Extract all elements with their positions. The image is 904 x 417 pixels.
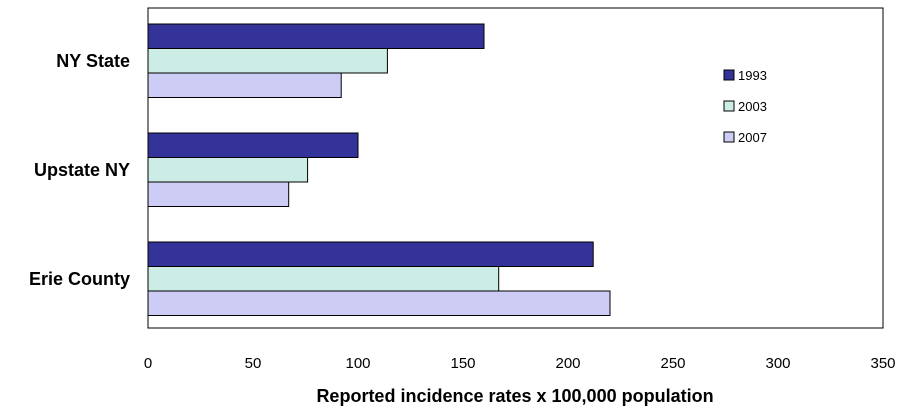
bar-erie-county-2003: [147, 266, 500, 292]
x-axis-title: Reported incidence rates x 100,000 popul…: [316, 386, 713, 406]
bar-erie-county-2007: [147, 290, 611, 316]
x-tick-label-50: 50: [245, 355, 262, 372]
legend-swatch-2007: [723, 131, 735, 143]
category-label-upstate-ny: Upstate NY: [34, 160, 130, 180]
legend-label-1993: 1993: [738, 68, 767, 83]
legend-label-2003: 2003: [738, 99, 767, 114]
category-labels: NY State Upstate NY Erie County: [29, 51, 130, 289]
legend-swatch-2003: [723, 100, 735, 112]
legend: 1993 2003 2007: [723, 68, 767, 145]
bar-ny-state-2003: [147, 48, 388, 74]
bar-ny-state-1993: [147, 23, 485, 49]
x-tick-label-0: 0: [144, 355, 152, 372]
x-tick-label-100: 100: [345, 355, 370, 372]
legend-swatch-1993: [723, 69, 735, 81]
category-label-ny-state: NY State: [56, 51, 130, 71]
x-tick-label-350: 350: [870, 355, 895, 372]
plot-area-frame: [147, 7, 884, 329]
category-label-erie-county: Erie County: [29, 269, 130, 289]
x-tick-label-250: 250: [660, 355, 685, 372]
legend-label-2007: 2007: [738, 130, 767, 145]
bar-upstate-ny-1993: [147, 132, 359, 158]
bar-ny-state-2007: [147, 72, 342, 98]
x-tick-label-300: 300: [765, 355, 790, 372]
bars-layer: [147, 23, 611, 316]
x-tick-label-150: 150: [450, 355, 475, 372]
bar-upstate-ny-2003: [147, 157, 309, 183]
bar-erie-county-1993: [147, 241, 594, 267]
x-axis-ticks: 0 50 100 150 200 250 300 350: [144, 355, 896, 372]
x-tick-label-200: 200: [555, 355, 580, 372]
bar-upstate-ny-2007: [147, 181, 290, 207]
